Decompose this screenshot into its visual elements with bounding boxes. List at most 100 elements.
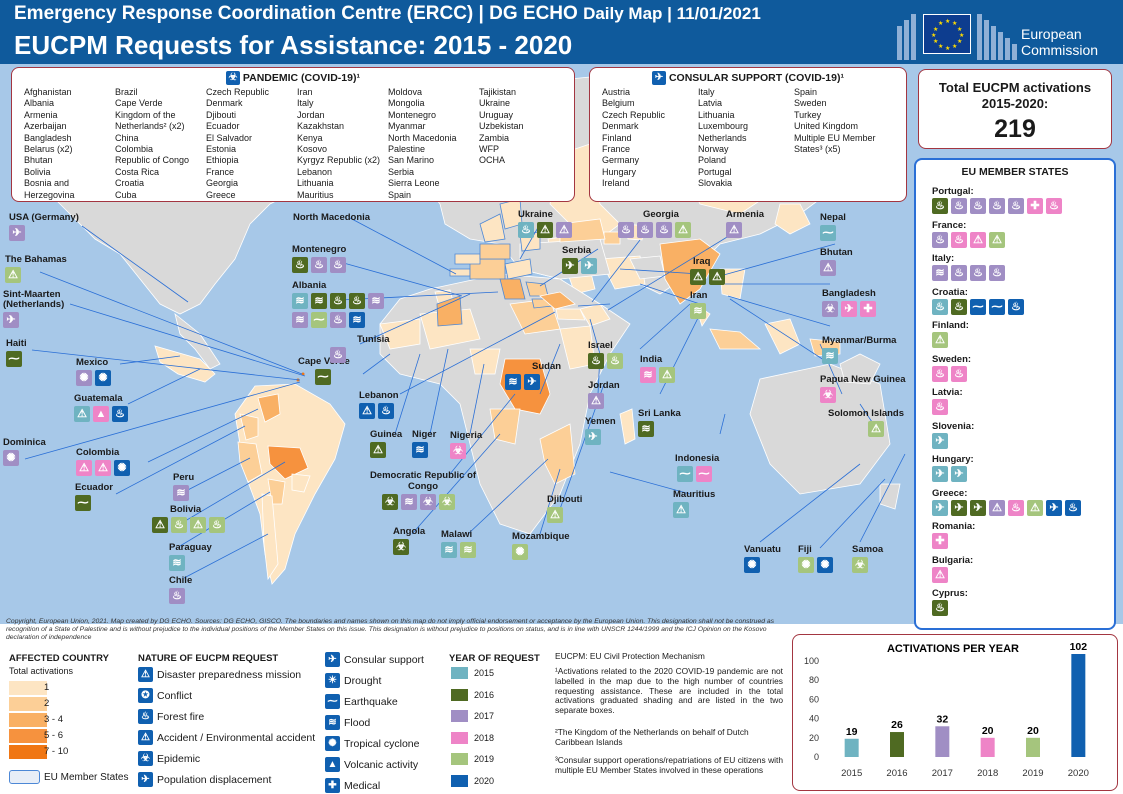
list-item: Armenia	[24, 109, 58, 120]
y-tick-label: 100	[804, 656, 819, 666]
eu-member-name: Slovenia:	[932, 420, 975, 432]
eu-member-row: Slovenia: ✈	[932, 421, 974, 449]
list-item: Djibouti	[206, 109, 237, 120]
request-icon: ⚠	[370, 442, 386, 458]
list-item: Czech Republic	[206, 87, 270, 97]
nature-legend-item: ☣ Epidemic	[138, 751, 200, 766]
shade-label: 7 - 10	[44, 746, 69, 757]
request-icon: ♨	[349, 293, 365, 309]
map-label-india: India ≋ ⚠	[640, 354, 675, 383]
request-icon: ⚠	[970, 231, 986, 248]
total-activations-panel: Total EUCPM activations 2015-2020: 219	[918, 69, 1112, 149]
total-activations-value: 219	[994, 115, 1036, 143]
request-icon: ✚	[932, 533, 948, 549]
request-icon: ⚠	[190, 517, 206, 533]
request-icon: ✚	[1027, 198, 1043, 214]
list-item: Bangladesh	[24, 132, 72, 143]
map-label-bangladesh: Bangladesh ☣ ✈ ✚	[822, 288, 876, 317]
list-item: Denmark	[602, 121, 639, 132]
header-banner: Emergency Response Coordination Centre (…	[0, 0, 1123, 64]
request-icon: ✈	[3, 312, 19, 328]
request-icon: ⁓	[677, 466, 693, 482]
request-icon: ⁓	[311, 312, 327, 328]
eu-member-row: Bulgaria: ⚠	[932, 555, 973, 583]
copyright-note: Copyright, European Union, 2021. Map cre…	[6, 618, 775, 641]
consular-title: ✈ CONSULAR SUPPORT (COVID-19)¹	[590, 71, 906, 85]
list-item: Kenya	[297, 132, 323, 143]
request-icon: ♨	[112, 406, 128, 422]
list-item: Austria	[602, 87, 631, 97]
nature-icon: ⁓	[325, 694, 340, 709]
list-item: Montenegro	[388, 109, 437, 120]
bar-value-label: 26	[891, 719, 903, 731]
request-icon: ≋	[505, 374, 521, 390]
request-icon: ♨	[607, 353, 623, 369]
nature-icon: ▲	[325, 757, 340, 772]
request-icon: ♨	[1046, 198, 1062, 214]
footnote-3: ³Consular support operations/repatriatio…	[555, 755, 783, 775]
request-icon: ⚠	[556, 222, 572, 238]
request-icon: ⚠	[675, 222, 691, 238]
shade-swatch	[9, 681, 47, 695]
year-legend-item: 2015	[451, 667, 494, 679]
request-icon: ✺	[798, 557, 814, 573]
request-icon: ⚠	[76, 460, 92, 476]
list-item: Ethiopia	[206, 155, 239, 166]
request-icon: ⚠	[989, 499, 1005, 516]
list-item: Mongolia	[388, 98, 425, 109]
request-icon: ⚠	[932, 332, 948, 348]
eu-member-name: Finland:	[932, 320, 969, 331]
request-icon: ⚠	[1027, 499, 1043, 516]
list-item: Czech Republic	[602, 109, 666, 120]
list-item: Azerbaijan	[24, 121, 67, 132]
year-legend-item: 2019	[451, 753, 494, 765]
list-item: Bolivia	[24, 166, 51, 177]
map-label-chile: Chile ♨	[169, 575, 193, 604]
bar-value-label: 32	[936, 713, 948, 725]
eu-member-name: Sweden:	[932, 353, 972, 365]
list-item: Uzbekistan	[479, 121, 524, 132]
list-item: Republic of Congo	[115, 155, 190, 166]
map-label-ukraine: Ukraine ♨ ⚠ ⚠	[518, 209, 572, 238]
eu-member-row: Latvia: ♨	[932, 387, 963, 415]
list-item: Moldova	[388, 87, 423, 97]
list-item: Germany	[602, 155, 640, 166]
request-icon: ⚠	[547, 507, 563, 523]
list-item: El Salvador	[206, 132, 253, 143]
request-icon: ♨	[330, 312, 346, 328]
request-icon: ⚠	[152, 517, 168, 533]
request-icon: ✈	[9, 225, 25, 241]
list-item: Spain	[388, 189, 412, 200]
epidemic-icon: ☣	[226, 71, 240, 85]
list-item: Kyrgyz Republic (x2)	[297, 155, 381, 166]
list-item: Costa Rica	[115, 166, 160, 177]
map-label-albania: Albania ≋ ≋ ♨ ♨ ≋ ≋ ⁓ ♨ ≋	[292, 280, 387, 328]
bar	[844, 738, 859, 757]
list-item: Latvia	[698, 98, 723, 109]
nature-legend-item: ✈ Population displacement	[138, 772, 271, 787]
map-label-bahamas: The Bahamas ⚠	[5, 254, 67, 283]
map-label-nepal: Nepal ⁓	[820, 212, 846, 241]
request-icon: ☣	[439, 494, 455, 510]
list-item: Albania	[24, 98, 55, 109]
map-label-malawi: Malawi ≋ ≋	[441, 529, 476, 558]
request-icon: ☣	[382, 494, 398, 510]
map-label-tunisia: Tunisia ♨	[330, 334, 390, 363]
request-icon: ⚠	[5, 267, 21, 283]
map-label-bolivia: Bolivia ⚠ ♨ ⚠ ♨	[152, 504, 225, 533]
list-item: France	[206, 166, 235, 177]
list-item: Lebanon	[297, 166, 333, 177]
shade-swatch	[9, 697, 47, 711]
request-icon: ✺	[95, 370, 111, 386]
request-icon: ♨	[951, 231, 967, 248]
nature-legend-item: ♨ Forest fire	[138, 709, 204, 724]
map-label-cape-verde: Cape Verde ⁓	[298, 356, 350, 385]
list-item: Georgia	[206, 178, 239, 189]
list-item: Brazil	[115, 87, 138, 97]
nature-legend-item: ☀ Drought	[325, 673, 381, 688]
list-item: Finland	[602, 132, 632, 143]
request-icon: ⚠	[95, 460, 111, 476]
list-item: Multiple EU Member	[794, 132, 876, 143]
x-tick-label: 2015	[841, 768, 862, 779]
nature-icon: ☀	[325, 673, 340, 688]
